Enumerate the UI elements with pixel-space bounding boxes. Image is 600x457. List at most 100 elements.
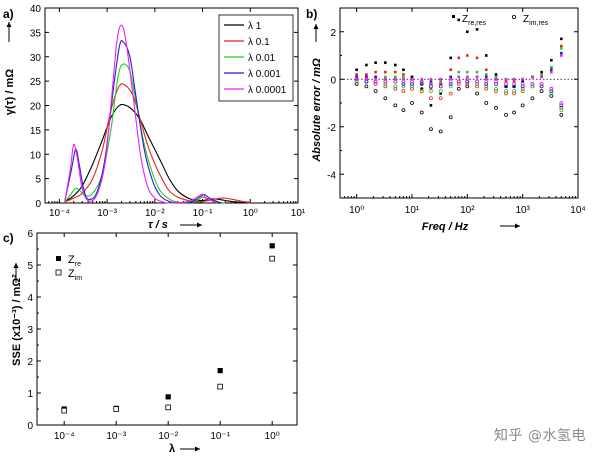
x-tick-label-b: 10⁰ bbox=[349, 205, 364, 216]
series-line-a-4 bbox=[64, 24, 218, 204]
data-point-b bbox=[559, 108, 564, 113]
data-point-b bbox=[429, 96, 433, 101]
data-point-b bbox=[530, 84, 535, 89]
data-point-b bbox=[512, 80, 516, 83]
data-point-b bbox=[531, 75, 534, 79]
data-point-b bbox=[494, 105, 498, 110]
data-point-b bbox=[373, 79, 378, 84]
x-tick-label-a: 10⁻² bbox=[145, 208, 165, 219]
y-axis-arrow-c-head bbox=[13, 263, 19, 268]
y-tick-label-a: 25 bbox=[30, 77, 42, 88]
data-point-b bbox=[429, 82, 433, 86]
data-point-b bbox=[354, 77, 359, 82]
data-point-b bbox=[494, 79, 498, 84]
data-point-b bbox=[429, 84, 433, 89]
data-point-b bbox=[373, 82, 378, 86]
data-point-b bbox=[494, 73, 498, 76]
data-point-b bbox=[559, 105, 564, 110]
data-point-b bbox=[374, 77, 377, 81]
legend-swatch-b-im bbox=[512, 14, 517, 19]
data-point-b bbox=[401, 82, 406, 86]
data-point-b bbox=[449, 75, 452, 79]
y-axis-label-c: SSE (x10⁻³) / mΩ² bbox=[11, 274, 23, 366]
data-point-b bbox=[475, 28, 479, 31]
data-point-b bbox=[520, 86, 525, 91]
data-point-b bbox=[448, 91, 453, 96]
panel-label-c: c) bbox=[3, 231, 14, 245]
legend-sub-b-im: im,res bbox=[529, 20, 549, 27]
series-line-a-0 bbox=[64, 103, 251, 204]
data-point-b bbox=[484, 82, 489, 86]
data-point-b bbox=[419, 79, 424, 84]
y-axis-arrow-b-head bbox=[313, 24, 319, 29]
data-point-b bbox=[419, 82, 424, 86]
data-point-b bbox=[410, 82, 414, 86]
y-tick-label-c: 6 bbox=[27, 229, 33, 240]
data-point-b bbox=[512, 82, 516, 86]
data-point-b bbox=[438, 96, 443, 101]
data-point-b bbox=[494, 82, 498, 86]
panel-label-b: b) bbox=[306, 7, 317, 21]
legend-sub-b-re: re,res bbox=[468, 20, 486, 27]
data-point-b bbox=[410, 79, 414, 84]
data-point-b bbox=[540, 75, 543, 79]
data-point-b bbox=[560, 51, 563, 55]
data-point-c-re bbox=[217, 368, 223, 374]
data-point-b bbox=[393, 84, 398, 89]
data-point-b bbox=[402, 73, 405, 76]
data-point-b bbox=[504, 89, 508, 94]
data-point-b bbox=[520, 82, 525, 86]
data-point-b bbox=[475, 82, 479, 86]
x-tick-label-c: 10⁻⁴ bbox=[54, 431, 75, 442]
data-point-b bbox=[393, 79, 398, 84]
data-point-c-im bbox=[113, 406, 119, 412]
data-point-b bbox=[374, 75, 377, 79]
y-tick-label-a: 40 bbox=[30, 4, 42, 15]
data-point-b bbox=[504, 77, 508, 81]
x-tick-label-b: 10² bbox=[460, 205, 475, 216]
data-point-b bbox=[355, 68, 358, 72]
data-point-b bbox=[504, 80, 508, 83]
data-point-b bbox=[448, 79, 453, 84]
data-point-b bbox=[475, 84, 479, 89]
data-point-b bbox=[494, 75, 498, 79]
data-point-b bbox=[419, 86, 424, 91]
data-point-b bbox=[374, 61, 377, 64]
y-tick-label-a: 15 bbox=[30, 126, 42, 137]
y-tick-label-b: 0 bbox=[330, 75, 336, 86]
data-point-b bbox=[384, 61, 387, 64]
data-point-c-im bbox=[61, 407, 67, 414]
data-point-b bbox=[354, 82, 359, 86]
data-point-b bbox=[494, 77, 498, 81]
data-point-b bbox=[410, 75, 414, 79]
data-point-b bbox=[365, 75, 368, 79]
data-point-b bbox=[456, 79, 461, 84]
data-point-b bbox=[494, 86, 498, 91]
data-point-b bbox=[420, 82, 424, 86]
data-point-b bbox=[521, 77, 524, 81]
data-point-b bbox=[512, 91, 516, 96]
legend-label-a-0: λ 1 bbox=[248, 21, 262, 32]
data-point-b bbox=[402, 77, 405, 81]
legend-label-a-3: λ 0.001 bbox=[248, 69, 281, 80]
y-axis-arrow-a-head bbox=[6, 22, 12, 27]
data-point-c-im bbox=[165, 404, 171, 411]
legend-sub-c-im: im bbox=[75, 275, 83, 282]
x-tick-label-b: 10⁴ bbox=[570, 205, 585, 216]
data-point-b bbox=[550, 70, 553, 74]
watermark-text: 知乎 @水氢电 bbox=[494, 428, 586, 444]
x-axis-arrow-b-head bbox=[515, 223, 520, 229]
data-point-b bbox=[457, 75, 461, 79]
data-point-b bbox=[402, 68, 405, 72]
data-point-b bbox=[384, 70, 387, 74]
data-point-b bbox=[484, 73, 488, 76]
data-point-b bbox=[465, 82, 470, 86]
legend-swatch-c-im bbox=[55, 269, 62, 276]
data-point-b bbox=[475, 79, 479, 84]
data-point-b bbox=[449, 77, 452, 81]
data-point-b bbox=[560, 54, 563, 57]
data-point-b bbox=[560, 37, 563, 41]
data-point-b bbox=[384, 75, 387, 79]
data-point-b bbox=[560, 44, 563, 48]
